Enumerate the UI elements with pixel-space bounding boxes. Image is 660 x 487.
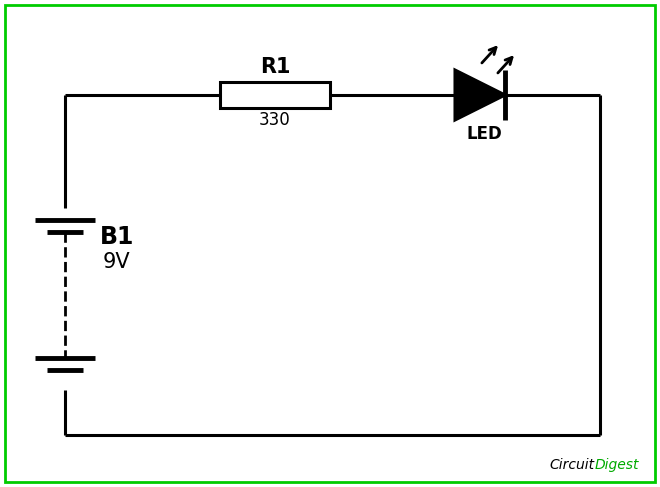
Bar	[220, 82, 330, 108]
Text: Digest: Digest	[595, 458, 640, 472]
Text: B1: B1	[100, 225, 135, 249]
Text: R1: R1	[260, 57, 290, 77]
Text: 330: 330	[259, 111, 291, 129]
Text: Circuit: Circuit	[550, 458, 595, 472]
Polygon shape	[455, 70, 505, 120]
Text: LED: LED	[466, 125, 502, 143]
Text: 9V: 9V	[103, 252, 131, 272]
